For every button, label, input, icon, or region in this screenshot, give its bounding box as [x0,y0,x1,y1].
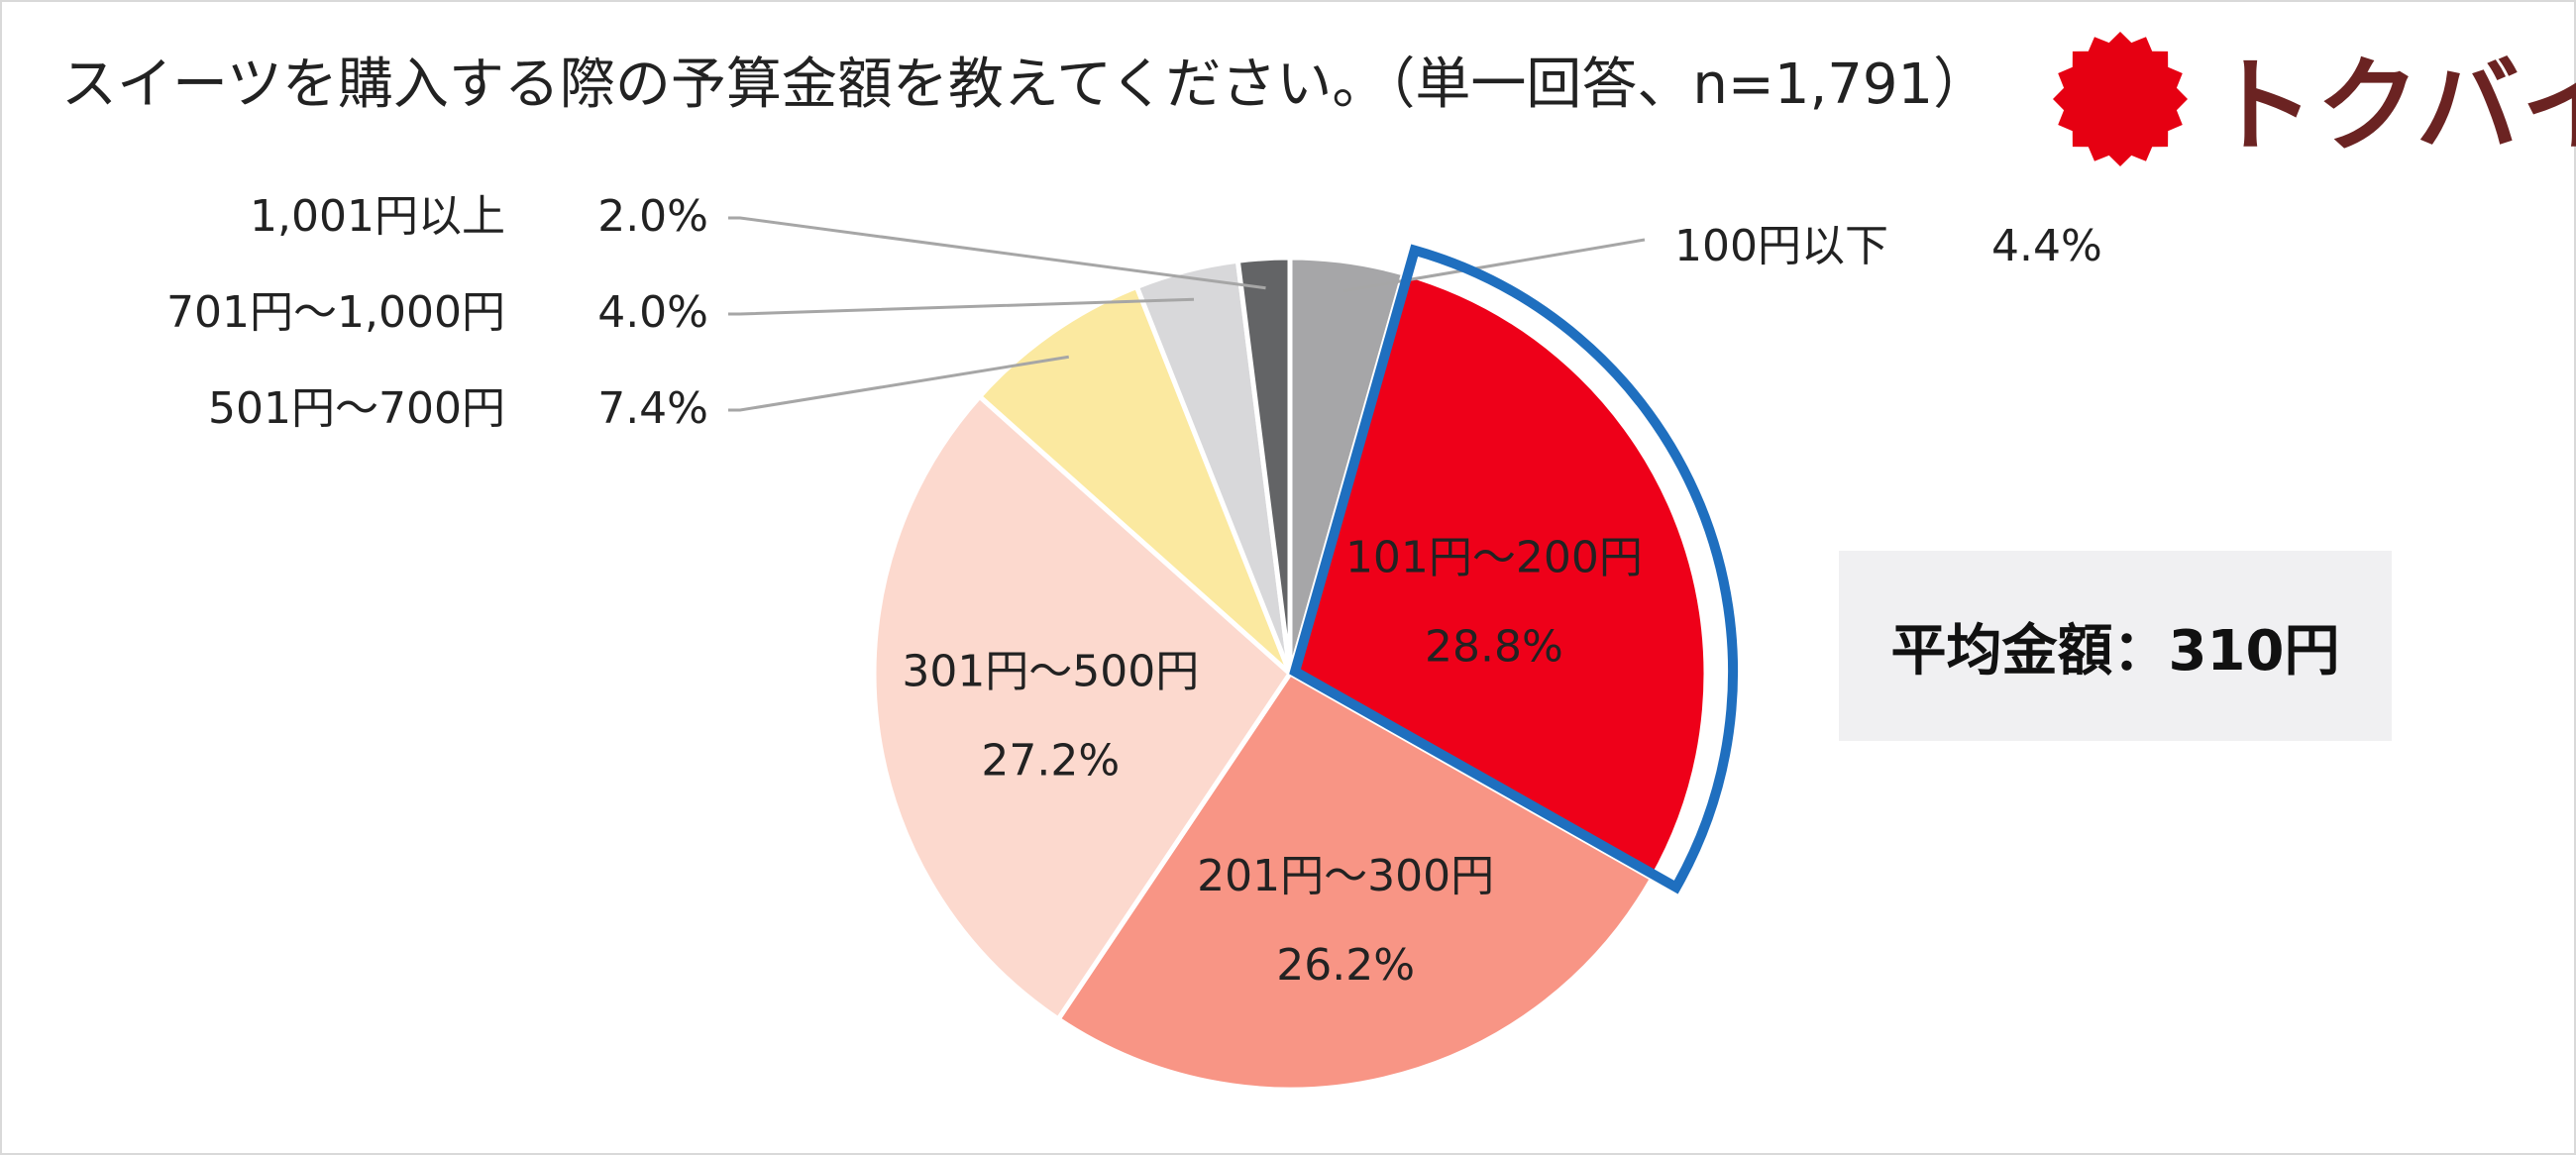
slice-label-2: 201円～300円 [1197,851,1494,901]
slice-label-6: 1,001円以上 [250,191,505,242]
slice-label-0: 100円以下 [1674,221,1888,271]
slice-pct-6: 2.0% [597,191,708,242]
slice-pct-0: 4.4% [1991,221,2102,271]
slice-label-1: 101円～200円 [1345,532,1643,582]
slice-labels: 101円～200円 28.8% 201円～300円 26.2% 301円～500円 27.… [166,191,2102,991]
slice-pct-1: 28.8% [1425,621,1563,672]
slice-pct-2: 26.2% [1276,940,1415,991]
slice-4 [976,283,1293,676]
logo-text: トクバイ [2211,46,2576,166]
highlight-outline [1289,244,1739,894]
leader-line-5 [728,297,1195,316]
logo-burst-icon [2053,32,2188,166]
slice-3 [871,392,1294,1023]
slice-label-4: 501円～700円 [208,383,505,434]
leader-line-4 [728,355,1069,412]
slice-label-3: 301円～500円 [902,647,1199,697]
slice-6 [1234,255,1293,675]
average-text: 平均金額：310円 [1890,618,2340,683]
slice-2 [1054,670,1656,1093]
chart-title: スイーツを購入する際の予算金額を教えてください。（単一回答、n=1,791） [61,52,1989,117]
average-box: 平均金額：310円 [1839,551,2392,741]
slice-pct-5: 4.0% [597,287,708,338]
leader-lines [728,216,1646,412]
leader-line-0 [1342,238,1646,293]
leader-line-6 [728,216,1266,290]
slice-label-5: 701円～1,000円 [166,287,505,338]
slice-pct-3: 27.2% [981,736,1120,787]
slice-pct-4: 7.4% [597,383,708,434]
